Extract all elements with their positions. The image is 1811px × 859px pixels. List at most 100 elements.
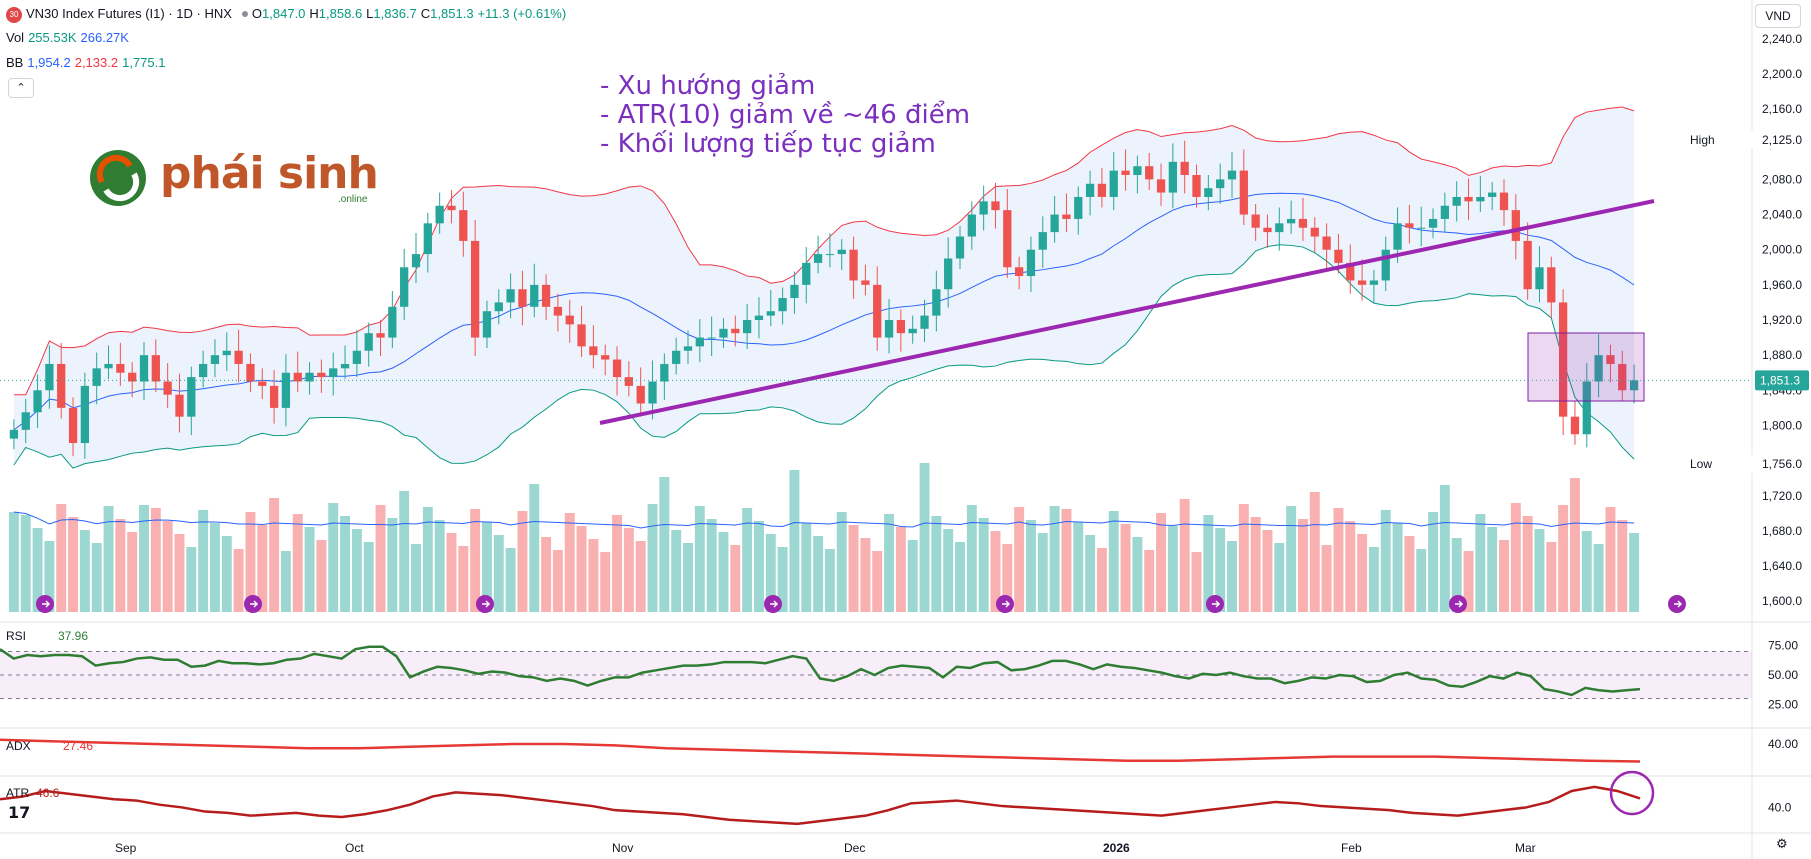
- ohlc-open: 1,847.0: [262, 6, 306, 21]
- symbol-title[interactable]: VN30 Index Futures (I1) · 1D · HNX: [26, 6, 232, 21]
- arrow-right-icon: [250, 600, 259, 608]
- candle: [1275, 223, 1284, 233]
- candle: [68, 407, 78, 444]
- candle: [506, 289, 515, 303]
- price-tick-label: 1,640.0: [1762, 559, 1802, 573]
- candle: [388, 306, 397, 338]
- rsi-tick-label: 75.00: [1768, 639, 1798, 653]
- adx-value: 27.46: [63, 739, 93, 753]
- collapse-legend-button[interactable]: ⌃: [8, 78, 34, 98]
- volume-bar: [1558, 505, 1569, 612]
- candle: [884, 320, 894, 338]
- candle: [305, 372, 314, 382]
- volume-bar: [1167, 526, 1178, 612]
- volume-bar: [1333, 508, 1344, 612]
- event-marker: [996, 595, 1014, 613]
- candle: [459, 210, 468, 241]
- event-marker: [1449, 595, 1467, 613]
- candle: [1369, 280, 1379, 285]
- candle: [1050, 214, 1059, 233]
- bb-upper: 2,133.2: [74, 55, 119, 70]
- volume-bar: [694, 506, 705, 612]
- candle: [754, 315, 764, 320]
- volume-legend: Vol 255.53K 266.27K: [6, 30, 133, 45]
- candle: [612, 359, 622, 378]
- price-tick-label: 2,040.0: [1762, 208, 1802, 222]
- volume-bar: [742, 508, 753, 612]
- volume-bar: [1037, 533, 1048, 612]
- gear-icon[interactable]: ⚙: [1776, 836, 1788, 851]
- candle: [1216, 179, 1225, 189]
- volume-bar: [1428, 512, 1439, 612]
- volume-bar: [422, 507, 433, 612]
- candle: [57, 363, 66, 408]
- candle: [908, 328, 917, 334]
- candle: [1204, 188, 1213, 197]
- volume-bar: [1203, 515, 1214, 612]
- volume-bar: [1451, 538, 1462, 612]
- volume-bar: [1534, 529, 1545, 612]
- volume-bar: [1357, 534, 1368, 612]
- candle: [944, 258, 953, 290]
- volume-bar: [245, 512, 256, 612]
- volume-bar: [872, 551, 883, 612]
- volume-bar: [1014, 507, 1025, 612]
- candle: [340, 363, 350, 369]
- volume-bar: [600, 552, 611, 612]
- candle: [1109, 170, 1118, 197]
- candle: [1180, 161, 1189, 175]
- volume-bar: [1156, 513, 1167, 612]
- volume-bar: [718, 532, 729, 612]
- candle: [1428, 218, 1438, 228]
- volume-bar: [233, 549, 244, 612]
- volume-bar: [269, 498, 280, 612]
- candle: [1570, 416, 1580, 435]
- ohlc-close: 1,851.3: [430, 6, 474, 21]
- candle: [660, 363, 669, 382]
- volume-bar: [198, 510, 209, 612]
- time-axis-label: 2026: [1103, 841, 1130, 855]
- tradingview-logo[interactable]: 17: [8, 803, 31, 822]
- candle: [1322, 236, 1331, 250]
- candle: [601, 355, 610, 360]
- ohlc-low-label: L: [366, 6, 374, 21]
- candle: [269, 385, 279, 408]
- volume-bar: [304, 527, 315, 612]
- ohlc-close-label: C: [420, 6, 431, 21]
- time-axis-label: Mar: [1515, 841, 1536, 855]
- volume-bar: [280, 551, 291, 612]
- ohlc-change: +11.3 (+0.61%): [477, 6, 567, 21]
- price-tick-label: 1,960.0: [1762, 278, 1802, 292]
- candle: [116, 363, 125, 373]
- volume-bar: [1309, 492, 1320, 612]
- volume-bar: [623, 528, 634, 612]
- candle: [1239, 170, 1248, 215]
- candle: [1074, 196, 1083, 219]
- candle: [1334, 249, 1343, 263]
- candle: [1192, 175, 1201, 197]
- candle: [719, 328, 728, 338]
- volume-bar: [706, 519, 717, 612]
- volume-bar: [351, 529, 362, 612]
- volume-bar: [1593, 544, 1604, 612]
- candle: [352, 350, 362, 364]
- candle: [932, 289, 941, 316]
- candle: [1263, 227, 1272, 233]
- candle: [1535, 267, 1544, 290]
- candle: [1629, 380, 1639, 391]
- candle: [518, 289, 527, 307]
- volume-bar: [458, 546, 469, 612]
- volume-bar: [1380, 510, 1391, 612]
- volume-bar: [1321, 545, 1332, 612]
- symbol-badge: 30: [6, 6, 22, 23]
- volume-bar: [150, 508, 161, 612]
- volume-bar: [1144, 550, 1155, 612]
- volume-bar: [765, 534, 776, 612]
- volume-bar: [1487, 527, 1498, 612]
- price-tick-label: 1,680.0: [1762, 524, 1802, 538]
- candle: [742, 320, 752, 334]
- currency-selector[interactable]: VND: [1755, 4, 1801, 28]
- candle: [1227, 170, 1237, 180]
- trendline: [599, 199, 1655, 425]
